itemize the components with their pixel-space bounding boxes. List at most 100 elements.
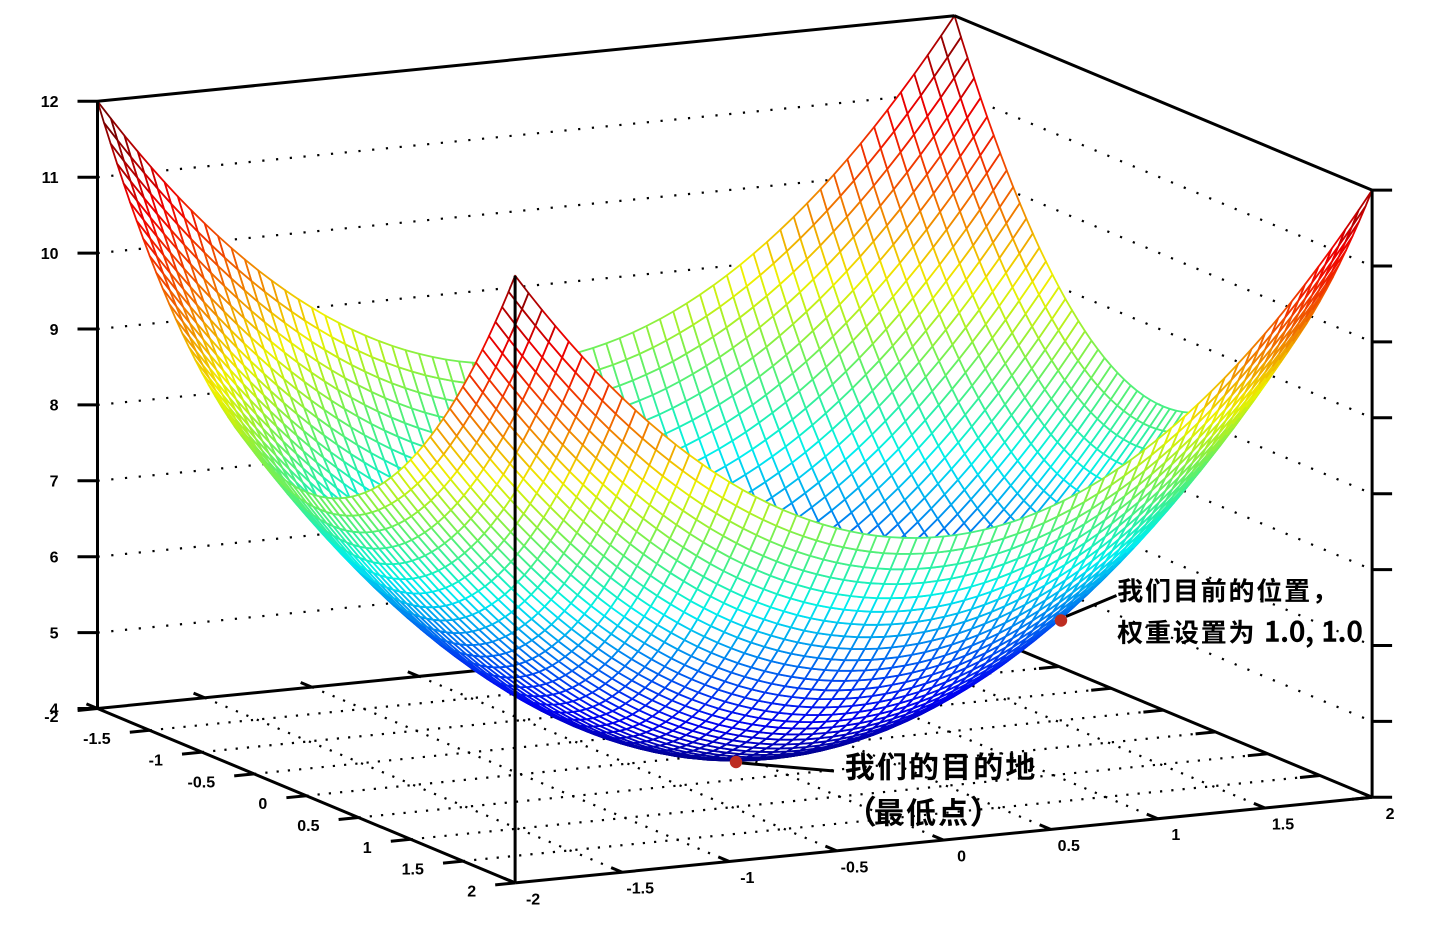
glyph [877, 752, 905, 781]
glyph [1201, 578, 1226, 603]
y-tick-label-0.5: 0.5 [1058, 838, 1080, 855]
glyph [1316, 593, 1323, 604]
z-tick-label-6: 6 [50, 550, 59, 567]
glyph [971, 795, 981, 827]
y-tick-label-1.5: 1.5 [1272, 817, 1294, 834]
x-tick-label--1.5: -1.5 [83, 731, 111, 748]
floor-gridline-x0.5 [358, 730, 1216, 819]
mesh-cell [940, 14, 962, 58]
z-tick-label-8: 8 [50, 398, 59, 415]
annotation-leader-line [1065, 594, 1118, 618]
box-edge-top-left [97, 14, 955, 103]
wall-gridline-left-z10 [97, 166, 955, 255]
x-tick-label-1: 1 [363, 840, 372, 857]
y-tick-label-1: 1 [1171, 827, 1180, 844]
z-tick-label-10: 10 [41, 246, 59, 263]
z-tick-label-11: 11 [42, 170, 59, 187]
mesh-cell [507, 274, 530, 310]
y-tick--1 [717, 855, 730, 863]
annotations [729, 577, 1362, 827]
glyph [938, 798, 968, 827]
glyph [1323, 620, 1337, 642]
y-tick-label--1.5: -1.5 [626, 881, 654, 898]
mirror-tick-y-0.5 [407, 670, 420, 678]
glyph [1176, 579, 1196, 603]
x-tick--1 [181, 750, 203, 756]
y-tick-label-0: 0 [957, 849, 966, 866]
glyph [865, 795, 876, 827]
x-tick--0.5 [234, 772, 255, 778]
glyph [1281, 636, 1288, 643]
x-tick-label-1.5: 1.5 [402, 862, 424, 879]
glyph [875, 798, 904, 827]
x-tick-2 [495, 881, 516, 887]
glyph [1173, 620, 1199, 645]
glyph [1005, 752, 1035, 780]
glyph [1347, 620, 1362, 643]
annotation-text-line [845, 752, 1035, 781]
z-tick-label-12: 12 [41, 94, 59, 111]
glyph [1306, 636, 1313, 648]
mirror-tick-x0 [1143, 708, 1164, 714]
glyph [1201, 620, 1226, 644]
z-tick-label-9: 9 [50, 322, 59, 339]
mirror-tick-x-0.5 [1091, 686, 1112, 692]
glyph [1117, 619, 1143, 645]
floor-gridline-y1 [739, 643, 1159, 820]
floor-gridline-y-1.5 [204, 696, 623, 874]
y-tick-2 [1360, 791, 1373, 799]
mirror-tick-x1.5 [1299, 774, 1321, 779]
y-tick-label--0.5: -0.5 [841, 859, 869, 876]
annotation-marker-dot [1054, 614, 1068, 627]
box-edge-top-right [953, 14, 1373, 192]
annotation-marker-dot [729, 755, 743, 769]
y-tick--2 [503, 876, 516, 885]
y-tick-label--2: -2 [526, 891, 540, 908]
glyph [1230, 578, 1254, 603]
mirror-tick-y-1.5 [192, 691, 206, 700]
x-tick-0 [286, 794, 307, 800]
glyph [1118, 578, 1143, 603]
y-tick-1.5 [1253, 801, 1266, 810]
annotation-leader-line [741, 761, 835, 773]
y-tick-label--1: -1 [740, 870, 754, 887]
y-tick-label-2: 2 [1386, 806, 1395, 823]
annotation-text-line [1117, 619, 1362, 648]
floor-gridline-y-0.5 [418, 675, 837, 852]
glyph [945, 753, 967, 781]
x-tick-1 [390, 837, 411, 843]
y-tick-0 [931, 834, 945, 842]
x-tick-0.5 [338, 816, 359, 821]
floor-gridline-x1 [410, 752, 1268, 841]
mesh-surface [96, 14, 1373, 762]
y-tick--0.5 [824, 844, 838, 853]
wall-gridline-left-z11 [97, 90, 955, 179]
glyph [1145, 578, 1170, 603]
glyph [906, 797, 936, 827]
floor-gridline-y1.5 [846, 632, 1266, 810]
x-tick-label-0: 0 [258, 796, 267, 813]
y-tick-1 [1146, 812, 1159, 821]
glyph [911, 752, 938, 781]
y-tick-0.5 [1039, 823, 1052, 831]
z-tick-label-4: 4 [50, 701, 59, 718]
glyph [975, 752, 1002, 781]
x-tick--1.5 [129, 728, 150, 734]
glyph [1266, 620, 1279, 642]
glyph [1339, 636, 1345, 643]
annotation-current-position [1054, 577, 1362, 648]
annotation-text-line [1118, 577, 1323, 604]
mesh-cell [96, 100, 119, 141]
x-tick-label--0.5: -0.5 [188, 774, 216, 791]
x-tick-label-0.5: 0.5 [297, 818, 319, 835]
glyph [1257, 577, 1282, 603]
y-tick--1.5 [610, 866, 623, 874]
x-tick-label-2: 2 [467, 883, 476, 900]
x-tick-1.5 [442, 859, 464, 865]
glyph [1146, 619, 1170, 644]
glyph [1229, 619, 1253, 644]
mirror-tick-x1 [1247, 752, 1268, 758]
annotation-text-line [865, 795, 981, 827]
